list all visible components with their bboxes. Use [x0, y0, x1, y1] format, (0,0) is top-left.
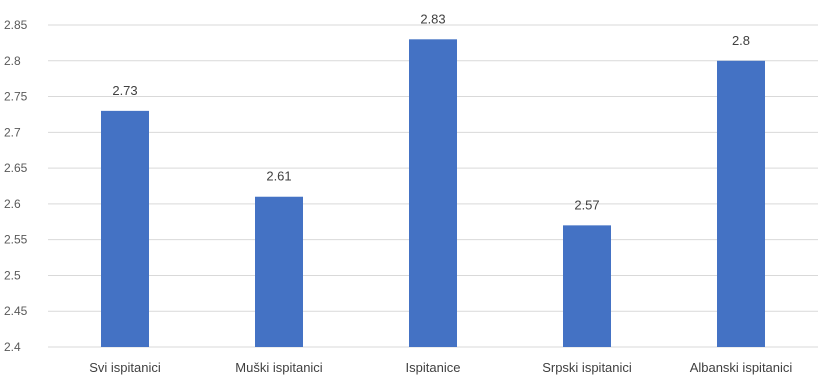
bar [101, 110, 149, 347]
y-tick-label: 2.85 [4, 18, 28, 32]
y-tick-label: 2.4 [4, 340, 21, 354]
bar [409, 39, 457, 348]
y-tick-label: 2.45 [4, 304, 28, 318]
data-label: 2.57 [574, 197, 599, 212]
y-tick-label: 2.5 [4, 268, 21, 282]
bar [717, 60, 765, 348]
y-tick-label: 2.75 [4, 90, 28, 104]
x-category-label: Ispitanice [406, 360, 461, 375]
y-tick-label: 2.8 [4, 54, 21, 68]
x-category-label: Svi ispitanici [89, 360, 161, 375]
data-label: 2.61 [266, 169, 291, 184]
x-axis-category-labels: Svi ispitanici Muški ispitanici Ispitanice… [89, 360, 792, 375]
y-tick-label: 2.7 [4, 125, 21, 139]
bars [101, 39, 765, 348]
data-label: 2.83 [420, 11, 445, 26]
x-category-label: Albanski ispitanici [690, 360, 793, 375]
y-tick-label: 2.6 [4, 197, 21, 211]
y-tick-label: 2.65 [4, 161, 28, 175]
y-axis-tick-labels: 2.4 2.45 2.5 2.55 2.6 2.65 2.7 2.75 2.8 2.85 [4, 18, 28, 354]
x-category-label: Muški ispitanici [235, 360, 323, 375]
x-category-label: Srpski ispitanici [542, 360, 632, 375]
data-label: 2.8 [732, 33, 750, 48]
data-label: 2.73 [112, 83, 137, 98]
bar [563, 225, 611, 347]
data-labels: 2.73 2.61 2.83 2.57 2.8 [112, 11, 750, 212]
bar [255, 196, 303, 347]
y-tick-label: 2.55 [4, 233, 28, 247]
